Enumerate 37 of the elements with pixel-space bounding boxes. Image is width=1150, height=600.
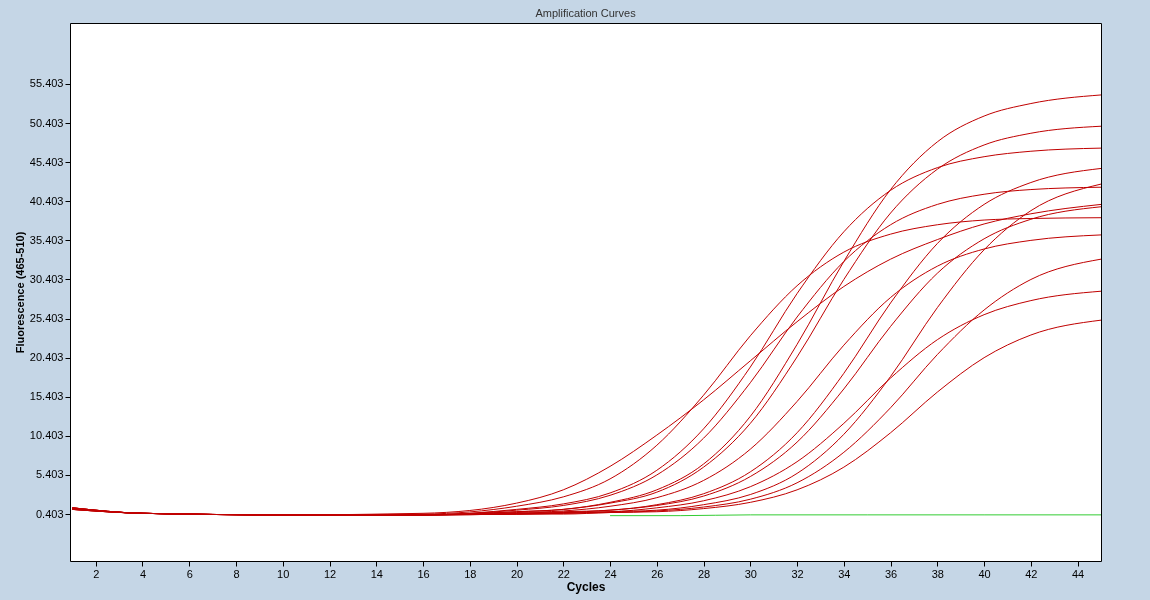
x-tick-label: 2 [93, 567, 100, 580]
x-tick-label: 18 [464, 567, 477, 580]
x-tick-label: 4 [139, 567, 147, 580]
x-tick-label: 44 [1072, 567, 1085, 580]
x-tick-label: 34 [838, 567, 851, 580]
x-tick-label: 36 [884, 567, 898, 580]
x-tick-label: 20 [510, 567, 524, 580]
y-tick-label: 50.403 [29, 116, 64, 129]
y-tick-label: 10.403 [29, 429, 64, 442]
y-tick-label: 45.403 [29, 155, 64, 168]
x-axis-title: Cycles [566, 579, 606, 594]
x-tick-label: 12 [323, 567, 337, 580]
chart-title: Amplification Curves [535, 7, 637, 19]
y-tick-label: 0.403 [35, 507, 64, 520]
x-tick-label: 28 [697, 567, 711, 580]
x-tick-label: 22 [557, 567, 570, 580]
x-tick-label: 6 [186, 567, 193, 580]
y-tick-label: 15.403 [29, 390, 64, 403]
y-tick-label: 25.403 [29, 312, 64, 325]
x-tick-label: 16 [417, 567, 430, 580]
x-tick-label: 24 [604, 567, 617, 580]
x-tick-label: 38 [931, 567, 944, 580]
y-tick-label: 35.403 [29, 233, 64, 246]
y-tick-label: 55.403 [29, 77, 64, 90]
y-axis-title: Fluorescence (465-510) [13, 231, 26, 354]
x-tick-label: 26 [651, 567, 664, 580]
y-tick-label: 20.403 [29, 351, 64, 364]
x-tick-label: 42 [1025, 567, 1038, 580]
x-tick-label: 32 [791, 567, 804, 580]
x-tick-label: 8 [233, 567, 240, 580]
x-tick-label: 10 [277, 567, 290, 580]
x-tick-label: 40 [978, 567, 991, 580]
y-tick-label: 5.403 [35, 468, 64, 481]
y-tick-label: 30.403 [29, 272, 64, 285]
x-tick-label: 30 [744, 567, 757, 580]
x-tick-label: 14 [370, 567, 383, 580]
y-tick-label: 40.403 [29, 194, 64, 207]
